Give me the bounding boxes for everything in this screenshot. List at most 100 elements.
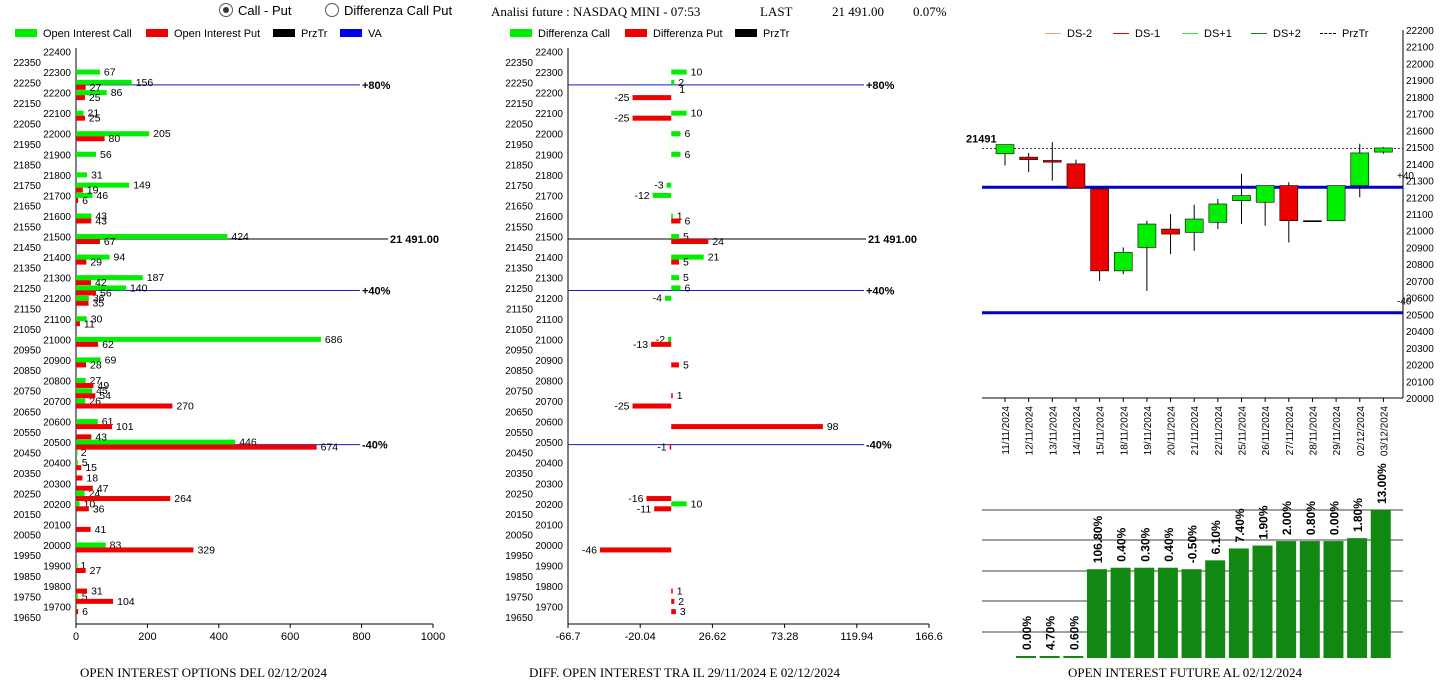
- bar-label: -3: [654, 180, 663, 192]
- legend-swatch: [273, 29, 295, 37]
- strike-label: 21400: [535, 253, 563, 264]
- strike-label: 21900: [535, 150, 563, 161]
- y-tick-label: 21900: [1406, 76, 1434, 87]
- x-tick-label: 1000: [421, 631, 445, 643]
- strike-label: 20300: [535, 479, 563, 490]
- bar-label: -13: [633, 339, 648, 351]
- radio-icon[interactable]: [325, 3, 339, 17]
- strike-label: 22000: [535, 130, 563, 141]
- bar-label: 29: [90, 257, 102, 269]
- strike-label: 21700: [43, 191, 71, 202]
- strike-label: 19650: [505, 613, 533, 624]
- strike-label: 20500: [43, 438, 71, 449]
- bar-label: 2: [81, 447, 87, 459]
- strike-label: 21450: [13, 243, 41, 254]
- bar-put: [671, 393, 673, 399]
- y-tick-label: 20200: [1406, 361, 1434, 372]
- bar-call: [76, 295, 89, 301]
- header-change: 0.07%: [913, 4, 947, 19]
- radio-icon-selected[interactable]: [219, 3, 233, 17]
- strike-label: 20150: [505, 510, 533, 521]
- legend-item: Differenza Put: [625, 28, 723, 40]
- bar-label: 5: [683, 231, 689, 243]
- future-bar: [1063, 656, 1084, 658]
- bar-label: 56: [100, 287, 112, 299]
- future-bar-label: 0.00%: [1020, 616, 1034, 650]
- y-tick-label: 21200: [1406, 193, 1434, 204]
- x-tick-label: 19/11/2024: [1143, 406, 1154, 456]
- bar-call: [76, 388, 93, 394]
- legend-label: DS-1: [1135, 28, 1161, 40]
- x-tick-label: 12/11/2024: [1025, 406, 1036, 456]
- x-tick-label: 400: [210, 631, 228, 643]
- strike-label: 22100: [535, 109, 563, 120]
- future-bar: [1205, 560, 1226, 658]
- strike-label: 21600: [535, 212, 563, 223]
- x-tick-label: 14/11/2024: [1072, 406, 1083, 456]
- legend-item: PrzTr: [273, 28, 327, 40]
- bar-put: [76, 259, 87, 265]
- bar-call: [671, 285, 681, 291]
- strike-label: 19750: [505, 592, 533, 603]
- y-tick-label: 20500: [1406, 310, 1434, 321]
- bar-call: [671, 79, 675, 85]
- strike-label: 21800: [535, 171, 563, 182]
- bar-label: 2: [678, 596, 684, 608]
- bar-call: [671, 110, 687, 116]
- strike-label: 20350: [505, 469, 533, 480]
- radio-differenza[interactable]: Differenza Call Put: [325, 3, 452, 18]
- legend-label: PrzTr: [763, 28, 790, 40]
- x-tick-label: 02/12/2024: [1356, 406, 1367, 456]
- legend-item: PrzTr: [735, 28, 789, 40]
- bar-label: -25: [614, 92, 629, 104]
- strike-label: 20750: [13, 387, 41, 398]
- bar-put: [671, 218, 681, 224]
- bar-call: [76, 419, 98, 425]
- strike-label: 20300: [43, 479, 71, 490]
- bar-label: 1: [677, 390, 683, 402]
- x-tick-label: 800: [352, 631, 370, 643]
- x-tick-label: -66.7: [555, 631, 580, 643]
- bar-label: 140: [130, 282, 148, 294]
- bar-put: [76, 403, 173, 409]
- strike-label: 22400: [535, 48, 563, 59]
- x-tick-label: 25/11/2024: [1238, 406, 1249, 456]
- bar-label: 25: [89, 92, 101, 104]
- bar-put: [76, 547, 194, 553]
- candle-body: [1255, 185, 1275, 203]
- legend-swatch: [146, 29, 168, 37]
- legend-swatch: [1045, 33, 1061, 34]
- bar-call: [76, 460, 78, 466]
- x-tick-label: 13/11/2024: [1048, 406, 1059, 456]
- legend-label: PrzTr: [301, 28, 328, 40]
- bar-put: [76, 239, 100, 245]
- legend-label: DS+1: [1204, 28, 1232, 40]
- bar-label: 43: [95, 431, 107, 443]
- y-tick-label: 22100: [1406, 43, 1434, 54]
- strike-label: 19700: [43, 603, 71, 614]
- strike-label: 20850: [505, 366, 533, 377]
- bar-label: 18: [86, 472, 98, 484]
- x-tick-label: 11/11/2024: [1001, 406, 1012, 455]
- x-tick-label: 600: [281, 631, 299, 643]
- bar-call: [76, 90, 107, 96]
- y-tick-label: 21700: [1406, 110, 1434, 121]
- bar-label: 5: [683, 257, 689, 269]
- strike-label: 22200: [43, 89, 71, 100]
- bar-label: 61: [102, 416, 114, 428]
- legend-label: Differenza Call: [538, 28, 610, 40]
- strike-label: 21300: [43, 274, 71, 285]
- level-label: +40%: [866, 285, 895, 297]
- strike-label: 21350: [13, 263, 41, 274]
- radio-call-put[interactable]: Call - Put: [219, 3, 291, 18]
- level-label: 21 491.00: [868, 234, 917, 246]
- strike-label: 20750: [505, 387, 533, 398]
- future-bar: [1228, 548, 1249, 658]
- strike-label: 21100: [536, 315, 564, 326]
- future-bar-label: 1.90%: [1257, 505, 1271, 539]
- bar-call: [76, 449, 78, 455]
- bar-label: 80: [109, 133, 121, 145]
- legend-label: Open Interest Call: [43, 28, 132, 40]
- bar-call: [76, 542, 106, 548]
- legend-item: DS-1: [1113, 28, 1160, 40]
